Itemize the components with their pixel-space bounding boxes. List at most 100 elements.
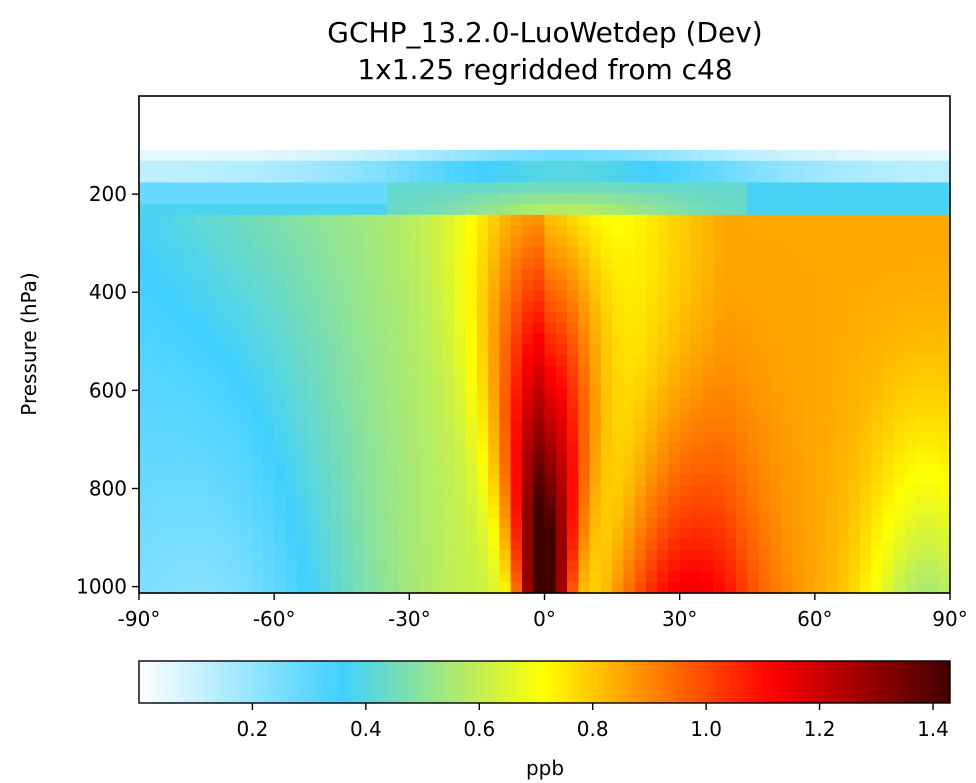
heatmap-cell	[589, 517, 602, 529]
heatmap-cell	[893, 398, 906, 410]
heatmap-cell	[420, 582, 433, 594]
heatmap-cell	[375, 225, 388, 238]
heatmap-cell	[454, 160, 467, 173]
heatmap-cell	[792, 204, 805, 216]
heatmap-cell	[195, 495, 208, 508]
heatmap-cell	[657, 182, 669, 194]
heatmap-cell	[341, 312, 354, 324]
heatmap-cell	[206, 247, 219, 259]
heatmap-cell	[859, 463, 872, 475]
heatmap-cell	[814, 528, 827, 540]
heatmap-cell	[184, 344, 196, 356]
heatmap-cell	[668, 420, 681, 432]
heatmap-cell	[837, 301, 850, 313]
heatmap-cell	[871, 430, 884, 443]
heatmap-cell	[589, 171, 602, 184]
heatmap-cell	[172, 463, 185, 475]
heatmap-cell	[431, 182, 444, 194]
heatmap-cell	[330, 236, 343, 248]
heatmap-cell	[296, 204, 309, 216]
heatmap-cell	[251, 355, 264, 367]
heatmap-cell	[544, 387, 557, 400]
heatmap-cell	[217, 268, 230, 281]
heatmap-cell	[792, 430, 805, 443]
heatmap-cell	[668, 549, 681, 562]
heatmap-cell	[240, 225, 253, 238]
heatmap-cell	[330, 495, 343, 508]
heatmap-cell	[567, 452, 579, 464]
heatmap-cell	[375, 344, 388, 356]
heatmap-cell	[938, 225, 951, 238]
heatmap-cell	[634, 225, 647, 238]
heatmap-cell	[645, 420, 658, 432]
heatmap-cell	[916, 409, 929, 421]
heatmap-cell	[758, 225, 771, 238]
heatmap-cell	[353, 301, 365, 313]
heatmap-cell	[612, 96, 624, 108]
heatmap-cell	[848, 398, 861, 410]
heatmap-cell	[195, 420, 208, 432]
heatmap-cell	[589, 495, 602, 508]
heatmap-cell	[769, 420, 782, 432]
heatmap-cell	[555, 333, 568, 346]
heatmap-cell	[341, 139, 354, 151]
heatmap-cell	[657, 258, 669, 270]
heatmap-cell	[499, 96, 512, 108]
heatmap-cell	[634, 247, 647, 259]
heatmap-cell	[431, 236, 444, 248]
heatmap-cell	[398, 247, 410, 259]
heatmap-cell	[420, 506, 433, 518]
heatmap-cell	[398, 106, 410, 119]
heatmap-cell	[927, 279, 940, 292]
heatmap-cell	[589, 420, 602, 432]
heatmap-cell	[713, 549, 726, 562]
heatmap-cell	[803, 171, 816, 184]
heatmap-cell	[769, 139, 782, 151]
heatmap-cell	[567, 506, 579, 518]
heatmap-cell	[679, 409, 692, 421]
heatmap-cell	[600, 506, 613, 518]
heatmap-cell	[499, 387, 512, 400]
heatmap-cell	[589, 398, 602, 410]
heatmap-cell	[274, 441, 287, 454]
heatmap-cell	[296, 582, 309, 594]
heatmap-cell	[172, 398, 185, 410]
heatmap-cell	[848, 301, 861, 313]
heatmap-cell	[893, 517, 906, 529]
heatmap-cell	[848, 420, 861, 432]
heatmap-cell	[431, 517, 444, 529]
heatmap-cell	[409, 452, 422, 464]
heatmap-cell	[172, 301, 185, 313]
heatmap-cell	[758, 139, 771, 151]
heatmap-cell	[724, 333, 737, 346]
heatmap-cell	[612, 344, 624, 356]
heatmap-cell	[217, 355, 230, 367]
heatmap-cell	[319, 247, 332, 259]
heatmap-cell	[544, 430, 557, 443]
heatmap-cell	[859, 301, 872, 313]
heatmap-cell	[229, 117, 241, 130]
heatmap-cell	[443, 376, 455, 389]
heatmap-cell	[679, 441, 692, 454]
heatmap-cell	[195, 214, 208, 227]
heatmap-cell	[612, 506, 624, 518]
heatmap-cell	[510, 225, 523, 238]
heatmap-cell	[454, 301, 467, 313]
heatmap-cell	[262, 474, 275, 486]
heatmap-cell	[262, 128, 275, 140]
heatmap-cell	[364, 301, 377, 313]
heatmap-cell	[781, 139, 793, 151]
heatmap-cell	[645, 214, 658, 227]
heatmap-cell	[499, 495, 512, 508]
heatmap-cell	[307, 204, 320, 216]
heatmap-cell	[465, 560, 478, 572]
heatmap-cell	[769, 366, 782, 378]
heatmap-cell	[364, 409, 377, 421]
heatmap-cell	[184, 528, 196, 540]
heatmap-cell	[679, 452, 692, 464]
heatmap-cell	[353, 484, 365, 497]
heatmap-cell	[882, 128, 895, 140]
heatmap-cell	[792, 560, 805, 572]
heatmap-cell	[217, 106, 230, 119]
heatmap-cell	[600, 528, 613, 540]
